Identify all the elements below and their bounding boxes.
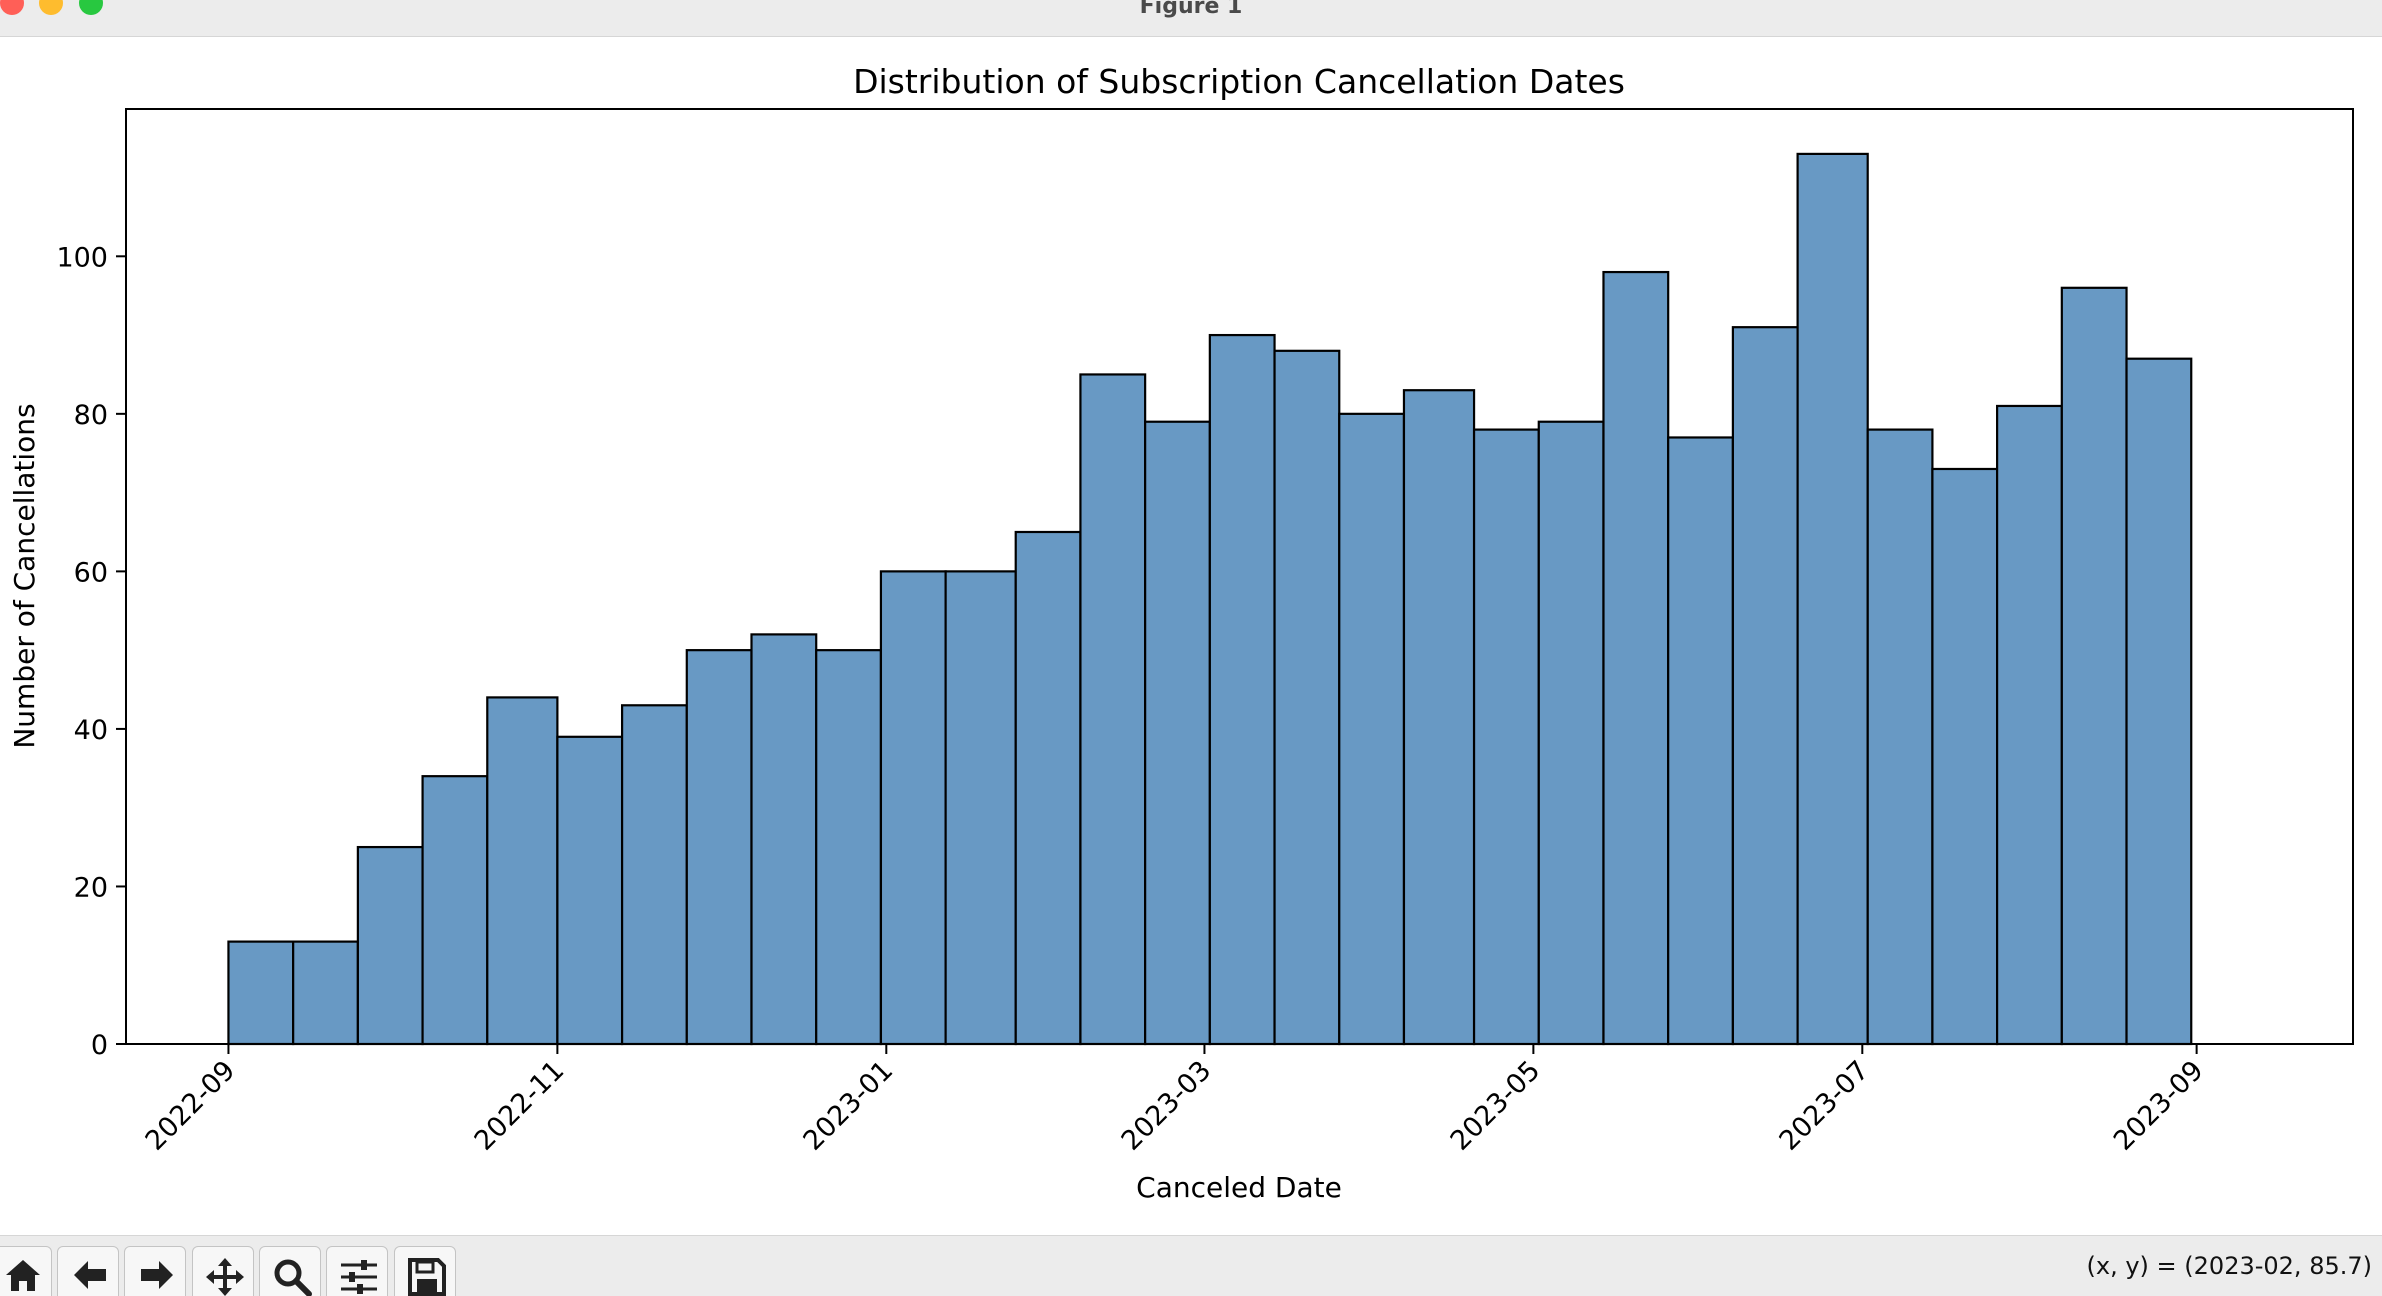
pan-button[interactable] (192, 1246, 254, 1296)
figure-canvas[interactable]: Distribution of Subscription Cancellatio… (0, 37, 2382, 1235)
y-tick-label: 100 (56, 242, 108, 273)
zoom-button[interactable] (259, 1246, 321, 1296)
x-tick-label: 2023-07 (1774, 1055, 1876, 1157)
histogram-bar (1931, 467, 1999, 1046)
cursor-coordinates-readout: (x, y) = (2023-02, 85.7) (2086, 1252, 2372, 1280)
histogram-bar (685, 649, 753, 1046)
histogram-bar (750, 633, 818, 1046)
x-tick-label: 2023-05 (1445, 1055, 1547, 1157)
histogram-bar (1796, 152, 1869, 1046)
navigation-toolbar: (x, y) = (2023-02, 85.7) (0, 1235, 2382, 1296)
histogram-bar (944, 570, 1017, 1046)
back-arrow-icon (74, 1261, 106, 1289)
histogram-chart: Distribution of Subscription Cancellatio… (8, 62, 2354, 1204)
histogram-bar (1667, 436, 1734, 1046)
close-window-button[interactable] (0, 0, 24, 15)
histogram-bar (1472, 428, 1540, 1046)
histogram-bar (1602, 270, 1670, 1046)
x-axis-label: Canceled Date (1136, 1171, 1342, 1204)
x-tick-label: 2022-09 (140, 1055, 242, 1157)
histogram-bar (486, 696, 559, 1046)
forward-arrow-icon (141, 1261, 173, 1289)
forward-button[interactable] (124, 1246, 186, 1296)
x-axis-ticks: 2022-09 2022-11 2023-01 2023-03 2023-05 2023-… (140, 1044, 2210, 1157)
x-tick-label: 2023-03 (1116, 1055, 1218, 1157)
x-tick-label: 2023-01 (798, 1055, 900, 1157)
histogram-bar (556, 735, 624, 1046)
y-tick-label: 80 (74, 400, 108, 431)
save-icon (408, 1258, 446, 1296)
y-tick-label: 40 (74, 715, 108, 746)
histogram-bar (356, 845, 424, 1046)
histogram-bar (1079, 373, 1147, 1046)
histogram-bar (1338, 412, 1406, 1046)
y-axis-label: Number of Cancellations (8, 403, 41, 748)
histogram-bar (1208, 333, 1276, 1046)
histogram-bar (292, 940, 359, 1046)
save-button[interactable] (394, 1246, 456, 1296)
bars-group (227, 152, 2193, 1046)
histogram-bar (1402, 389, 1476, 1046)
pan-icon (206, 1258, 244, 1296)
home-button[interactable] (0, 1246, 52, 1296)
window-title: Figure 1 (1139, 0, 1243, 19)
histogram-bar (879, 570, 947, 1046)
back-button[interactable] (57, 1246, 119, 1296)
histogram-bar (421, 775, 489, 1046)
histogram-bar (1014, 530, 1082, 1046)
histogram-bar (2125, 357, 2193, 1046)
y-axis-ticks: 0 20 40 60 80 100 (56, 242, 126, 1061)
histogram-bar (815, 649, 883, 1046)
histogram-bar (1144, 420, 1211, 1046)
histogram-bar (1866, 428, 1934, 1046)
histogram-bar (1996, 404, 2063, 1046)
x-tick-label: 2022-11 (469, 1055, 571, 1157)
title-bar: Figure 1 (0, 0, 2382, 37)
configure-subplots-button[interactable] (326, 1246, 388, 1296)
zoom-icon (274, 1259, 312, 1296)
configure-subplots-icon (341, 1260, 377, 1294)
chart-title: Distribution of Subscription Cancellatio… (853, 62, 1625, 101)
histogram-bar (1537, 420, 1605, 1046)
y-tick-label: 20 (74, 872, 108, 903)
home-icon (6, 1260, 40, 1291)
histogram-bar (620, 704, 688, 1046)
y-tick-label: 60 (74, 557, 108, 588)
histogram-bar (1731, 326, 1799, 1046)
histogram-bar (227, 940, 295, 1046)
histogram-bar (1273, 349, 1341, 1046)
histogram-bar (2060, 286, 2128, 1046)
maximize-window-button[interactable] (79, 0, 103, 15)
minimize-window-button[interactable] (39, 0, 63, 15)
axes-frame (125, 108, 2354, 1045)
y-tick-label: 0 (91, 1030, 108, 1061)
x-tick-label: 2023-09 (2108, 1055, 2210, 1157)
